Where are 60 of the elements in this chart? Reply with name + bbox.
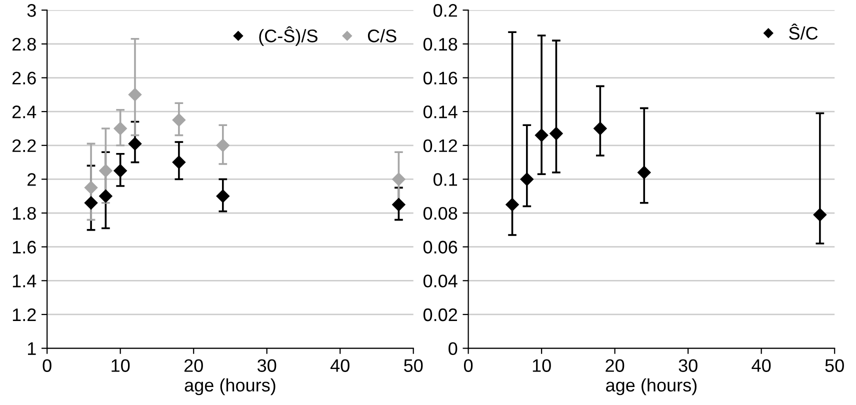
y-tick-label: 1.6 [12,240,36,254]
point [534,128,548,142]
y-tick-label: 0.18 [423,38,458,51]
y-tick-label: 0.08 [423,206,458,220]
y-tick-label: 0.1 [434,173,458,186]
point [550,126,563,140]
point [114,122,127,136]
point [114,164,127,178]
legend-label: Ŝ/C [789,24,818,40]
point [99,190,112,203]
point [216,190,230,203]
y-tick-label: 0.02 [423,308,457,322]
point [99,164,112,178]
y-tick-label: 0.12 [423,139,457,152]
point [84,181,98,194]
point [172,156,186,169]
point [172,113,186,127]
x-tick-label: 40 [330,359,350,372]
x-axis-title: age (hours) [606,378,697,396]
x-tick-label: 0 [464,359,473,372]
x-tick-label: 10 [532,359,551,372]
point [216,138,230,152]
y-tick-label: 2.4 [12,106,36,118]
x-tick-label: 10 [112,359,130,372]
legend-label: C/S [368,29,396,42]
point [813,208,827,222]
y-tick-label: 2.2 [12,139,36,152]
x-tick-label: 20 [606,359,624,372]
point [128,137,142,150]
y-tick-label: 1 [28,342,36,355]
y-tick-label: 0.06 [423,240,458,254]
point [392,172,406,186]
x-tick-label: 20 [184,359,203,372]
point [638,166,651,180]
x-axis-title: age (hours) [184,378,276,396]
y-tick-label: 1.4 [12,274,36,288]
y-tick-label: 1.8 [12,206,36,220]
y-tick-label: 0.2 [434,4,457,17]
point [84,196,98,210]
x-tick-label: 40 [752,359,771,372]
x-tick-label: 30 [678,359,698,372]
y-tick-label: 0.04 [423,274,458,288]
y-tick-label: 2.8 [12,38,36,51]
x-tick-label: 50 [825,359,844,372]
point [392,198,406,212]
y-tick-label: 1.2 [12,308,36,322]
y-tick-label: 2 [28,173,36,186]
x-tick-label: 0 [42,359,52,372]
legend-label: (C-Ŝ)/S [259,26,318,46]
y-tick-label: 2.6 [12,72,36,84]
x-tick-label: 30 [258,359,276,372]
y-tick-label: 0.14 [423,106,458,118]
y-tick-label: 0 [448,342,458,356]
point [506,198,519,212]
y-tick-label: 0.16 [423,72,458,84]
x-tick-label: 50 [404,359,423,372]
point [520,172,534,186]
point [128,88,142,102]
point [594,122,607,136]
y-tick-label: 3 [27,4,36,17]
